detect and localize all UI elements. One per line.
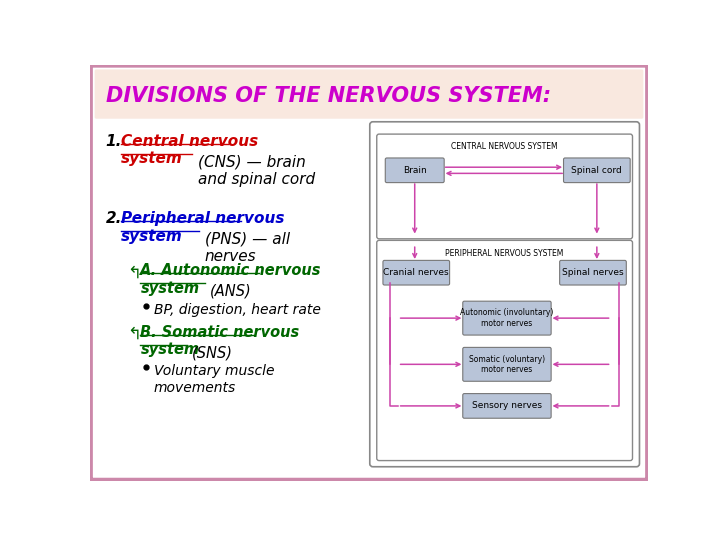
Text: (PNS) — all
nerves: (PNS) — all nerves: [204, 231, 290, 264]
Text: (CNS) — brain
and spinal cord: (CNS) — brain and spinal cord: [199, 154, 315, 186]
Text: (SNS): (SNS): [192, 345, 233, 360]
Text: B. Somatic nervous
system: B. Somatic nervous system: [140, 325, 300, 357]
FancyBboxPatch shape: [564, 158, 630, 183]
FancyBboxPatch shape: [377, 240, 632, 461]
Text: ↰: ↰: [127, 325, 141, 343]
Text: PERIPHERAL NERVOUS SYSTEM: PERIPHERAL NERVOUS SYSTEM: [446, 249, 564, 258]
Text: Peripheral nervous
system: Peripheral nervous system: [121, 211, 284, 244]
FancyBboxPatch shape: [385, 158, 444, 183]
FancyBboxPatch shape: [559, 260, 626, 285]
FancyBboxPatch shape: [377, 134, 632, 239]
Text: Spinal cord: Spinal cord: [572, 166, 622, 175]
Text: Central nervous
system: Central nervous system: [121, 134, 258, 166]
Text: Cranial nerves: Cranial nerves: [384, 268, 449, 277]
Text: Voluntary muscle
movements: Voluntary muscle movements: [153, 364, 274, 395]
Text: DIVISIONS OF THE NERVOUS SYSTEM:: DIVISIONS OF THE NERVOUS SYSTEM:: [106, 86, 551, 106]
FancyBboxPatch shape: [383, 260, 449, 285]
Text: (ANS): (ANS): [210, 284, 252, 299]
Text: Spinal nerves: Spinal nerves: [562, 268, 624, 277]
FancyBboxPatch shape: [463, 301, 551, 335]
Text: CENTRAL NERVOUS SYSTEM: CENTRAL NERVOUS SYSTEM: [451, 142, 558, 151]
Text: A. Autonomic nervous
system: A. Autonomic nervous system: [140, 264, 322, 296]
Text: 1.: 1.: [106, 134, 122, 149]
Text: Brain: Brain: [403, 166, 426, 175]
Text: ↰: ↰: [127, 264, 141, 281]
Text: BP, digestion, heart rate: BP, digestion, heart rate: [153, 303, 320, 317]
FancyBboxPatch shape: [370, 122, 639, 467]
Text: Sensory nerves: Sensory nerves: [472, 401, 542, 410]
FancyBboxPatch shape: [463, 394, 551, 418]
FancyBboxPatch shape: [91, 65, 647, 480]
FancyBboxPatch shape: [94, 70, 644, 119]
Text: Autonomic (involuntary)
motor nerves: Autonomic (involuntary) motor nerves: [460, 308, 554, 328]
FancyBboxPatch shape: [463, 347, 551, 381]
Text: Somatic (voluntary)
motor nerves: Somatic (voluntary) motor nerves: [469, 355, 545, 374]
Text: 2.: 2.: [106, 211, 122, 226]
